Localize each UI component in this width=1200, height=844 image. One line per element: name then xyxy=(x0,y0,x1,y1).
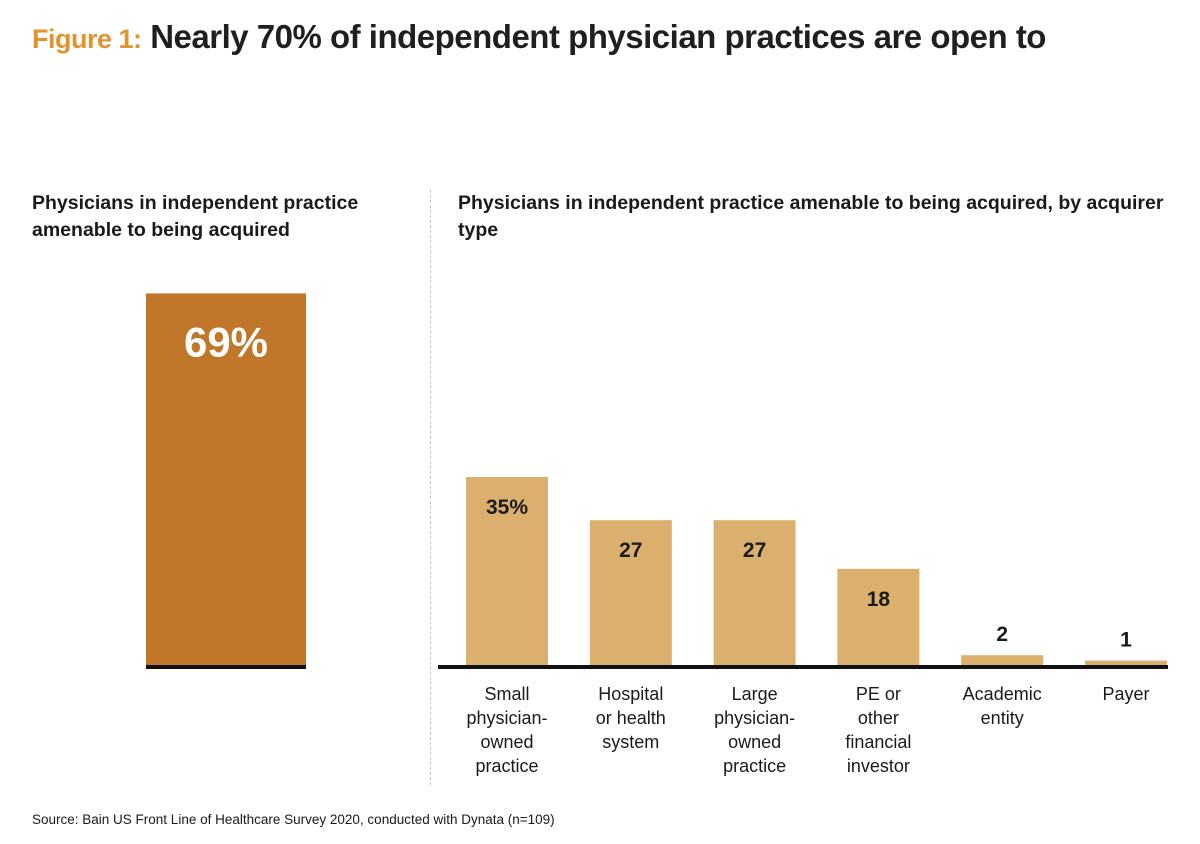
acquirer-category-label: financial xyxy=(845,732,911,752)
figure-headline: Nearly 70% of independent physician prac… xyxy=(150,18,1046,55)
acquirer-bar xyxy=(1085,660,1167,666)
acquirer-bar-label: 18 xyxy=(867,588,891,611)
acquirer-category-label: physician- xyxy=(466,708,547,728)
acquirer-bar-label: 35% xyxy=(486,496,528,519)
acquirer-category-label: other xyxy=(858,708,899,728)
acquirer-category-label: Large xyxy=(732,684,778,704)
right-panel-heading: Physicians in independent practice amena… xyxy=(458,192,1164,241)
panel-divider xyxy=(430,190,431,785)
acquirer-category-label: practice xyxy=(723,756,786,776)
acquirer-category-label: owned xyxy=(480,732,533,752)
acquirer-category-label: entity xyxy=(981,708,1024,728)
acquirer-category-label: practice xyxy=(475,756,538,776)
acquirer-category-label: system xyxy=(602,732,659,752)
left-panel-heading: Physicians in independent practice amena… xyxy=(32,192,359,241)
total-bar xyxy=(146,293,306,666)
acquirer-category-label: PE or xyxy=(856,684,901,704)
acquirer-bar xyxy=(589,520,672,666)
acquirer-bar xyxy=(837,568,920,666)
acquirer-category-label: Payer xyxy=(1102,684,1149,704)
source-note: Source: Bain US Front Line of Healthcare… xyxy=(32,812,555,827)
acquirer-bar xyxy=(466,477,548,666)
acquirer-category-label: or health xyxy=(596,708,666,728)
acquirer-category-label: Hospital xyxy=(598,684,663,704)
acquirer-bar-label: 2 xyxy=(996,623,1008,646)
acquirer-bar-label: 27 xyxy=(619,539,642,562)
total-bar-label: 69% xyxy=(184,318,268,365)
figure-title: Figure 1: Nearly 70% of independent phys… xyxy=(32,18,1046,56)
acquirer-category-label: Academic xyxy=(963,684,1042,704)
acquirer-category-label: owned xyxy=(728,732,781,752)
acquirer-category-label: investor xyxy=(847,756,910,776)
acquirer-bar xyxy=(961,655,1044,666)
acquirer-bar xyxy=(713,520,796,666)
acquirer-category-label: Small xyxy=(484,684,529,704)
acquirer-bar-label: 27 xyxy=(743,539,766,562)
figure-label: Figure 1: xyxy=(32,24,142,54)
acquirer-category-label: physician- xyxy=(714,708,795,728)
acquirer-bar-label: 1 xyxy=(1120,629,1132,652)
